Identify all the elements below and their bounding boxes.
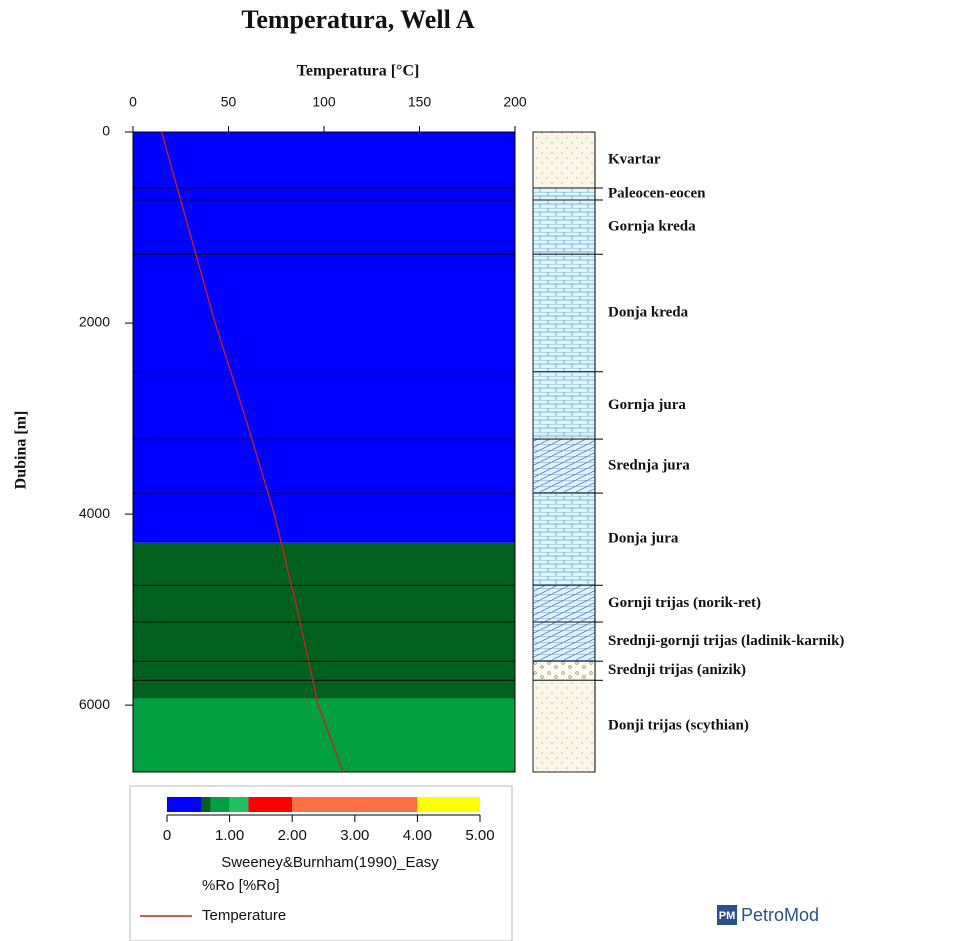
- layer-label: Srednji-gornji trijas (ladinik-karnik): [608, 633, 844, 649]
- lithology-layer: [532, 253, 596, 373]
- colorbar-unit: %Ro [%Ro]: [202, 877, 280, 894]
- x-tick-label: 0: [129, 94, 137, 110]
- x-axis-label: Temperatura [°C]: [297, 63, 420, 80]
- chart-title: Temperatura, Well A: [241, 5, 475, 34]
- colorbar-segment: [248, 797, 293, 812]
- y-tick-label: 2000: [79, 314, 110, 330]
- layer-label: Paleocen-eocen: [608, 185, 706, 201]
- layer-label: Gornja kreda: [608, 219, 696, 235]
- maturity-zone: [133, 132, 515, 543]
- colorbar-segment: [292, 797, 418, 812]
- colorbar-segment: [229, 797, 249, 812]
- layer-label: Kvartar: [608, 151, 661, 167]
- x-tick-label: 50: [221, 94, 237, 110]
- colorbar-title: Sweeney&Burnham(1990)_Easy: [221, 854, 439, 871]
- layer-label: Srednji trijas (anizik): [608, 662, 746, 678]
- layer-label: Gornji trijas (norik-ret): [608, 595, 761, 611]
- lithology-layer: [532, 199, 596, 255]
- layer-label: Donji trijas (scythian): [608, 718, 749, 734]
- colorbar-tick-label: 4.00: [403, 827, 432, 844]
- lithology-layer: [532, 187, 596, 201]
- colorbar-tick-label: 0: [163, 827, 171, 844]
- layer-label: Srednja jura: [608, 458, 690, 474]
- lithology-layer: [532, 660, 596, 681]
- y-axis-label: Dubina [m]: [13, 411, 30, 490]
- colorbar-segment: [167, 797, 202, 812]
- y-tick-label: 0: [102, 123, 110, 139]
- x-tick-label: 100: [312, 94, 336, 110]
- colorbar-tick-label: 5.00: [465, 827, 494, 844]
- lithology-layer: [532, 438, 596, 494]
- lithology-layer: [532, 371, 596, 440]
- layer-label: Donja kreda: [608, 304, 689, 320]
- colorbar-tick-label: 3.00: [340, 827, 369, 844]
- y-tick-label: 6000: [79, 696, 110, 712]
- lithology-layer: [532, 131, 596, 189]
- lithology-layer: [532, 621, 596, 662]
- layer-label: Gornja jura: [608, 397, 686, 413]
- colorbar-segment: [417, 797, 480, 812]
- x-tick-label: 150: [408, 94, 432, 110]
- y-tick-label: 4000: [79, 505, 110, 521]
- colorbar-tick-label: 1.00: [215, 827, 244, 844]
- layer-label: Donja jura: [608, 531, 679, 547]
- logo-badge-bg: [717, 905, 737, 925]
- lithology-layer: [532, 584, 596, 623]
- temperature-line: [161, 131, 344, 773]
- lithology-layer: [532, 679, 596, 773]
- logo: PetroMod: [741, 905, 819, 925]
- maturity-zone: [133, 542, 515, 699]
- legend-label: Temperature: [202, 907, 286, 924]
- x-tick-label: 200: [503, 94, 527, 110]
- maturity-zone: [133, 698, 515, 772]
- logo-badge: PM: [719, 910, 736, 922]
- colorbar-segment: [210, 797, 230, 812]
- colorbar-tick-label: 2.00: [278, 827, 307, 844]
- colorbar-segment: [201, 797, 211, 812]
- lithology-layer: [532, 492, 596, 586]
